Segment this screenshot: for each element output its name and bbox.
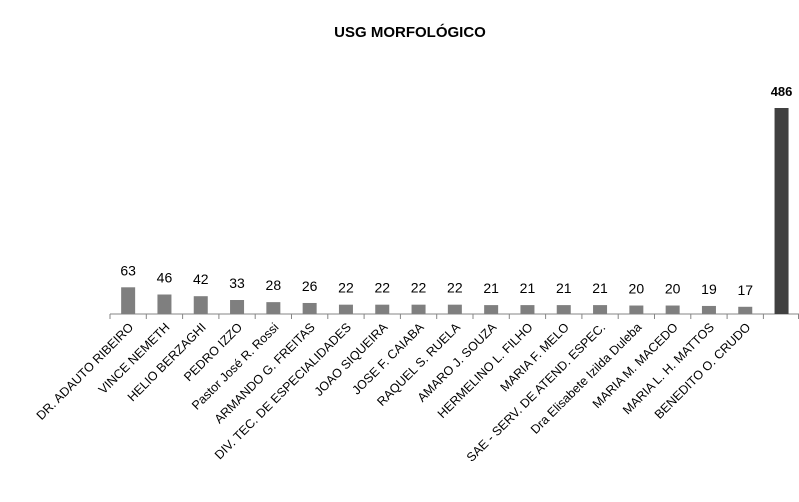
- bar: [629, 305, 644, 314]
- value-label: 17: [737, 282, 753, 298]
- value-label: 22: [338, 280, 354, 296]
- value-label: 20: [665, 281, 681, 297]
- bar: [338, 304, 353, 314]
- bar: [556, 305, 571, 314]
- value-label: 26: [302, 278, 318, 294]
- bar: [593, 305, 608, 314]
- bar: [230, 300, 245, 314]
- value-label: 19: [701, 281, 717, 297]
- value-label: 22: [374, 280, 390, 296]
- bar: [774, 108, 789, 314]
- value-label: 22: [447, 280, 463, 296]
- value-label: 21: [556, 280, 572, 296]
- bar: [157, 294, 172, 314]
- value-label: 28: [266, 277, 282, 293]
- bar: [665, 305, 680, 314]
- bar: [738, 306, 753, 314]
- bar: [411, 304, 426, 314]
- bar: [121, 287, 136, 314]
- value-label: 20: [629, 281, 645, 297]
- value-label: 21: [483, 280, 499, 296]
- value-label: 22: [411, 280, 427, 296]
- bar: [193, 296, 208, 314]
- value-label: 21: [520, 280, 536, 296]
- value-label: 46: [157, 270, 173, 286]
- value-label: 63: [120, 262, 136, 278]
- bar: [447, 304, 462, 314]
- bar: [520, 305, 535, 314]
- bar: [302, 302, 317, 314]
- bar: [375, 304, 390, 314]
- value-label: 42: [193, 271, 209, 287]
- value-label: 33: [229, 275, 245, 291]
- value-label: 21: [592, 280, 608, 296]
- bar: [701, 305, 716, 314]
- value-label: 486: [771, 84, 793, 99]
- bar: [266, 302, 281, 314]
- bar: [484, 305, 499, 314]
- chart-title: USG MORFOLÓGICO: [334, 23, 486, 41]
